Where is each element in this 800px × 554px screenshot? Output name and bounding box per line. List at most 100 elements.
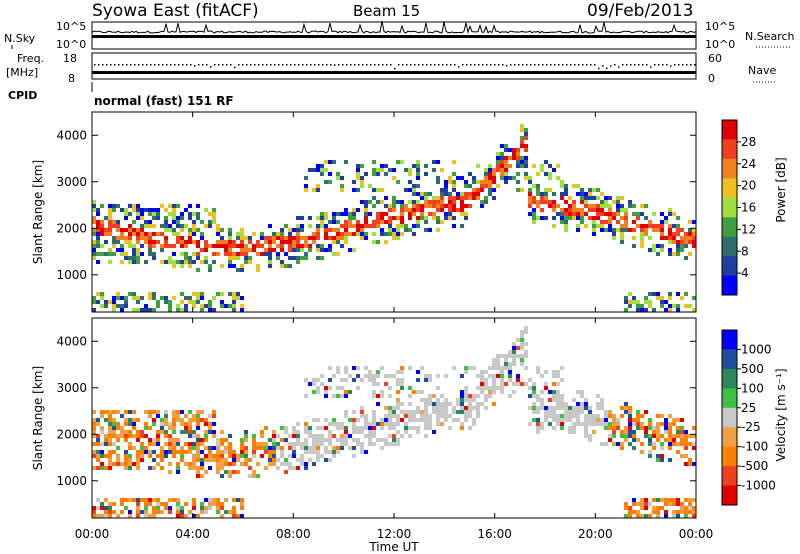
range-cell [232,240,236,244]
range-cell [500,378,504,382]
range-cell [668,296,672,300]
range-cell [208,308,212,312]
range-cell [128,510,132,514]
range-cell [504,366,508,370]
range-cell [308,430,312,434]
range-cell [432,402,436,406]
range-cell [140,434,144,438]
range-cell [116,438,120,442]
range-cell [392,414,396,418]
range-cell [536,366,540,370]
range-cell [460,196,464,200]
range-cell [632,300,636,304]
range-cell [156,430,160,434]
range-cell [508,156,512,160]
range-cell [576,418,580,422]
range-cell [412,232,416,236]
nave-dot [434,64,436,66]
range-cell [608,434,612,438]
range-cell [672,442,676,446]
range-cell [552,394,556,398]
range-cell [424,410,428,414]
range-cell [200,418,204,422]
range-cell [168,470,172,474]
range-cell [476,410,480,414]
range-cell [140,232,144,236]
range-cell [576,212,580,216]
range-cell [396,438,400,442]
range-cell [104,228,108,232]
range-cell [164,434,168,438]
range-cell [548,390,552,394]
range-cell [324,390,328,394]
range-cell [108,422,112,426]
range-cell [296,434,300,438]
range-cell [624,308,628,312]
range-cell [184,422,188,426]
range-cell [644,204,648,208]
range-cell [236,470,240,474]
range-cell [612,414,616,418]
range-cell [216,498,220,502]
range-cell [452,180,456,184]
range-cell [284,264,288,268]
range-cell [168,498,172,502]
range-cell [480,402,484,406]
range-cell [544,200,548,204]
range-cell [420,410,424,414]
range-cell [532,406,536,410]
range-cell [648,442,652,446]
range-cell [520,188,524,192]
range-cell [220,430,224,434]
range-cell [240,502,244,506]
range-cell [380,220,384,224]
range-cell [336,422,340,426]
nave-dot [106,64,108,66]
range-cell [328,386,332,390]
range-cell [392,200,396,204]
range-cell [312,232,316,236]
range-cell [224,470,228,474]
range-cell [564,212,568,216]
range-cell [508,362,512,366]
range-cell [372,196,376,200]
range-cell [436,220,440,224]
range-cell [144,224,148,228]
range-cell [460,374,464,378]
range-cell [200,462,204,466]
range-cell [444,188,448,192]
range-cell [676,510,680,514]
range-cell [308,236,312,240]
range-cell [352,212,356,216]
range-cell [372,434,376,438]
range-cell [408,172,412,176]
range-cell [416,220,420,224]
range-cell [324,438,328,442]
range-cell [244,434,248,438]
range-cell [500,160,504,164]
range-cell [220,474,224,478]
range-cell [680,502,684,506]
range-cell [232,308,236,312]
range-cell [308,446,312,450]
range-cell [572,212,576,216]
nave-dot [94,64,96,66]
range-cell [460,394,464,398]
range-cell [444,212,448,216]
range-cell [380,446,384,450]
range-cell [144,426,148,430]
range-cell [524,132,528,136]
range-cell [540,168,544,172]
range-cell [176,232,180,236]
range-cell [576,402,580,406]
range-cell [672,232,676,236]
range-cell [140,296,144,300]
range-cell [676,426,680,430]
range-cell [388,374,392,378]
range-cell [92,418,96,422]
range-cell [300,236,304,240]
range-cell [652,434,656,438]
range-cell [608,426,612,430]
range-cell [496,168,500,172]
range-cell [348,418,352,422]
